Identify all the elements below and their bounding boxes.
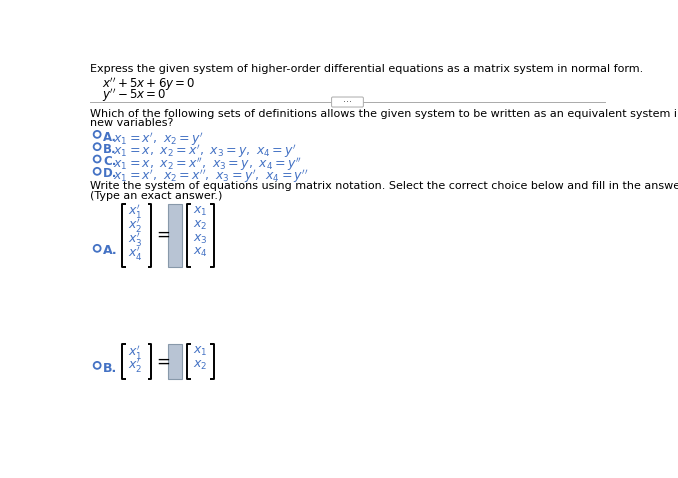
Text: =: = xyxy=(156,352,170,370)
Text: $x_1 = x',\ x_2 = x'',\ x_3 = y',\ x_4 = y''$: $x_1 = x',\ x_2 = x'',\ x_3 = y',\ x_4 =… xyxy=(113,167,308,185)
Text: ···: ··· xyxy=(343,97,352,107)
Text: (Type an exact answer.): (Type an exact answer.) xyxy=(90,191,222,201)
Text: $x_1 = x,\ x_2 = x'',\ x_3 = y,\ x_4 = y''$: $x_1 = x,\ x_2 = x'',\ x_3 = y,\ x_4 = y… xyxy=(113,155,302,173)
Text: new variables?: new variables? xyxy=(90,118,174,128)
Text: $x_2$: $x_2$ xyxy=(193,218,207,232)
FancyBboxPatch shape xyxy=(332,97,363,107)
Text: D.: D. xyxy=(103,167,118,181)
FancyBboxPatch shape xyxy=(168,344,182,379)
Text: $x_3'$: $x_3'$ xyxy=(128,230,143,248)
Text: $x_1'$: $x_1'$ xyxy=(128,202,142,220)
Text: $x_1$: $x_1$ xyxy=(193,345,207,358)
FancyBboxPatch shape xyxy=(168,204,182,267)
Text: $x_2$: $x_2$ xyxy=(193,359,207,372)
Text: $x'' + 5x + 6y = 0$: $x'' + 5x + 6y = 0$ xyxy=(102,76,195,93)
Text: Write the system of equations using matrix notation. Select the correct choice b: Write the system of equations using matr… xyxy=(90,181,678,191)
Text: $x_1$: $x_1$ xyxy=(193,205,207,218)
Text: $x_1'$: $x_1'$ xyxy=(128,343,142,360)
Text: $y'' - 5x = 0$: $y'' - 5x = 0$ xyxy=(102,87,166,104)
Text: B.: B. xyxy=(103,143,117,156)
Text: =: = xyxy=(156,226,170,244)
Text: $x_1 = x,\ x_2 = x',\ x_3 = y,\ x_4 = y'$: $x_1 = x,\ x_2 = x',\ x_3 = y,\ x_4 = y'… xyxy=(113,143,297,160)
Text: Express the given system of higher-order differential equations as a matrix syst: Express the given system of higher-order… xyxy=(90,64,643,74)
Text: $x_3$: $x_3$ xyxy=(193,232,208,246)
Text: C.: C. xyxy=(103,155,117,168)
Text: $x_2'$: $x_2'$ xyxy=(128,357,142,374)
Text: $x_4'$: $x_4'$ xyxy=(128,244,143,262)
Text: Which of the following sets of definitions allows the given system to be written: Which of the following sets of definitio… xyxy=(90,109,678,119)
Text: $x_4$: $x_4$ xyxy=(193,246,208,260)
Text: $x_2'$: $x_2'$ xyxy=(128,216,142,234)
Text: B.: B. xyxy=(103,362,117,375)
Text: A.: A. xyxy=(103,130,117,143)
Text: $x_1 = x',\ x_2 = y'$: $x_1 = x',\ x_2 = y'$ xyxy=(113,130,204,148)
Text: A.: A. xyxy=(103,244,118,258)
